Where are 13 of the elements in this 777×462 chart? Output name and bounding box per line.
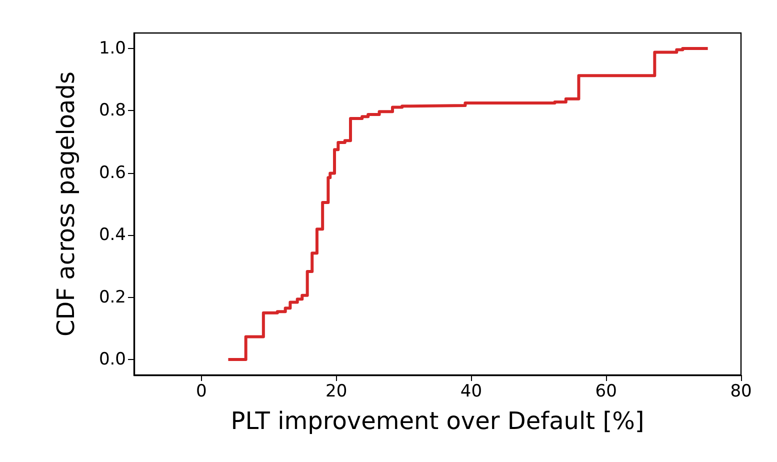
x-tick-label: 0	[196, 382, 207, 402]
y-tick-label: 0.2	[98, 287, 126, 308]
y-tick-label: 0.0	[98, 349, 126, 370]
x-tick-label: 80	[730, 382, 752, 402]
y-tick-label: 0.6	[98, 162, 126, 183]
x-tick-label: 40	[460, 382, 482, 402]
y-axis-title: CDF across pageloads	[52, 72, 80, 336]
x-axis-title: PLT improvement over Default [%]	[230, 407, 644, 435]
x-tick-label: 60	[595, 382, 617, 402]
x-tick-label: 20	[326, 382, 348, 402]
y-tick-label: 0.4	[98, 225, 126, 246]
y-tick-label: 1.0	[98, 38, 126, 59]
y-tick-label: 0.8	[98, 100, 126, 121]
